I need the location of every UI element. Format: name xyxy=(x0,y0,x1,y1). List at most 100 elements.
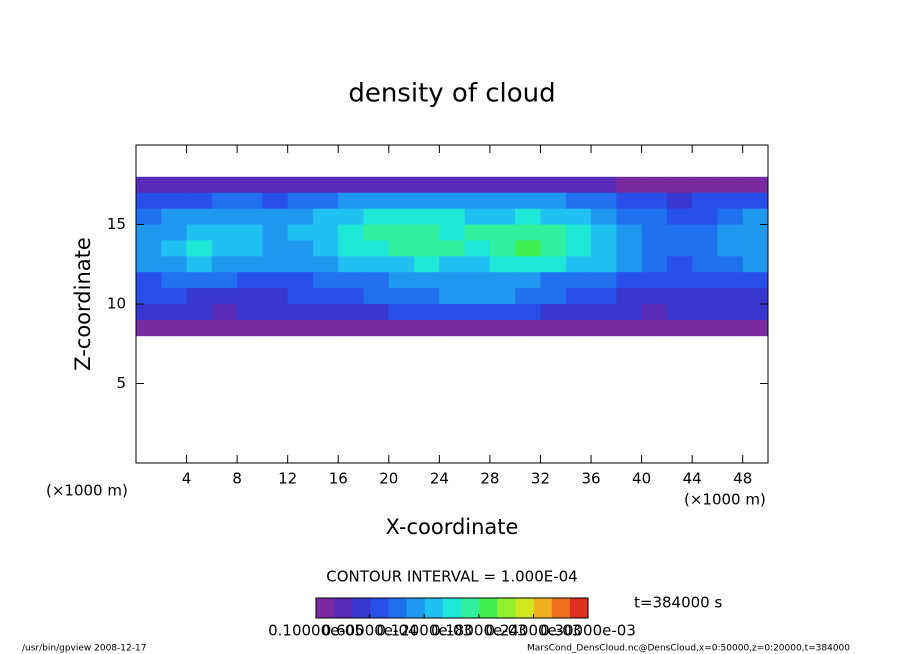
heat-cell xyxy=(464,224,491,241)
colorbar-swatch xyxy=(442,598,462,618)
heat-cell xyxy=(616,304,642,321)
heat-cell xyxy=(161,192,187,209)
heat-cell xyxy=(363,192,390,209)
heat-cell xyxy=(641,208,668,225)
heat-cell xyxy=(616,176,642,194)
heat-cell xyxy=(616,192,642,209)
heat-cell xyxy=(591,304,617,321)
colorbar-swatch xyxy=(551,598,571,618)
heat-cell xyxy=(717,192,744,209)
heat-cell xyxy=(591,176,617,194)
heat-cell xyxy=(666,256,693,273)
heat-cell xyxy=(161,272,187,289)
colorbar-swatch xyxy=(515,598,534,618)
heat-cell xyxy=(540,304,567,321)
heat-cell xyxy=(363,272,390,289)
heat-cell xyxy=(540,208,567,225)
heat-cell xyxy=(388,304,415,321)
heat-cell xyxy=(211,192,238,209)
heat-cell xyxy=(489,319,516,337)
heat-cell xyxy=(161,240,187,257)
heat-cell xyxy=(464,304,491,321)
heat-cell xyxy=(666,288,693,305)
heat-cell xyxy=(717,272,744,289)
heat-cell xyxy=(338,272,364,289)
heat-cell xyxy=(388,240,415,257)
x-tick-label: 40 xyxy=(632,470,651,488)
heat-cell xyxy=(717,304,744,321)
heat-cell xyxy=(287,256,314,273)
heat-cell xyxy=(237,240,263,257)
x-tick-label: 48 xyxy=(733,470,752,488)
heat-cell xyxy=(641,240,668,257)
heat-cell xyxy=(338,224,364,241)
heat-cell xyxy=(439,288,466,305)
heat-cell xyxy=(666,192,693,209)
heat-cell xyxy=(540,176,567,194)
heat-cell xyxy=(515,272,541,289)
heat-cell xyxy=(186,288,213,305)
heat-cell xyxy=(338,192,364,209)
heat-cell xyxy=(237,208,263,225)
heat-cell xyxy=(591,192,617,209)
heat-cell xyxy=(312,256,339,273)
heat-cell xyxy=(237,272,263,289)
heat-cell xyxy=(388,256,415,273)
heat-cell xyxy=(591,240,617,257)
colorbar-swatch xyxy=(497,598,516,618)
heat-cell xyxy=(161,288,187,305)
heat-cell xyxy=(136,176,162,194)
heat-cell xyxy=(616,319,642,337)
heat-cell xyxy=(515,224,541,241)
heat-cell xyxy=(717,176,744,194)
heat-cell xyxy=(515,304,541,321)
heat-cell xyxy=(211,224,238,241)
heat-cell xyxy=(161,176,187,194)
heat-cell xyxy=(136,256,162,273)
heat-cell xyxy=(591,272,617,289)
heat-cell xyxy=(312,304,339,321)
x-tick-label: 44 xyxy=(683,470,702,488)
heat-cell xyxy=(287,304,314,321)
heat-cell xyxy=(186,192,213,209)
heat-cell xyxy=(136,304,162,321)
heat-cell xyxy=(287,192,314,209)
heat-cell xyxy=(565,319,592,337)
heat-cell xyxy=(211,319,238,337)
heat-cell xyxy=(312,176,339,194)
heat-cell xyxy=(439,304,466,321)
x-unit: (×1000 m) xyxy=(684,491,766,509)
heat-cell xyxy=(742,240,769,257)
heat-cell xyxy=(388,176,415,194)
heat-cell xyxy=(287,319,314,337)
heat-cell xyxy=(489,240,516,257)
heat-cell xyxy=(616,240,642,257)
heat-cell xyxy=(363,208,390,225)
colorbar-swatch xyxy=(461,598,480,618)
heat-cell xyxy=(262,304,289,321)
heat-cell xyxy=(565,304,592,321)
heat-cell xyxy=(464,240,491,257)
y-axis-label: Z-coordinate xyxy=(71,237,95,371)
heat-cell xyxy=(287,240,314,257)
heat-cell xyxy=(287,272,314,289)
heat-cell xyxy=(186,208,213,225)
x-tick-label: 12 xyxy=(278,470,297,488)
heat-cell xyxy=(666,319,693,337)
x-tick-label: 8 xyxy=(232,470,242,488)
chart-title: density of cloud xyxy=(348,79,555,109)
heat-cell xyxy=(742,256,769,273)
heat-cell xyxy=(262,240,289,257)
heat-cell xyxy=(540,256,567,273)
colorbar-swatch xyxy=(316,598,335,618)
heat-cell xyxy=(641,176,668,194)
heat-cell xyxy=(692,304,718,321)
heat-cell xyxy=(186,272,213,289)
heat-cell xyxy=(414,192,440,209)
heat-cell xyxy=(237,224,263,241)
heat-cell xyxy=(692,176,718,194)
heat-cell xyxy=(237,319,263,337)
heat-cell xyxy=(666,176,693,194)
heat-cell xyxy=(717,224,744,241)
heat-cell xyxy=(388,192,415,209)
